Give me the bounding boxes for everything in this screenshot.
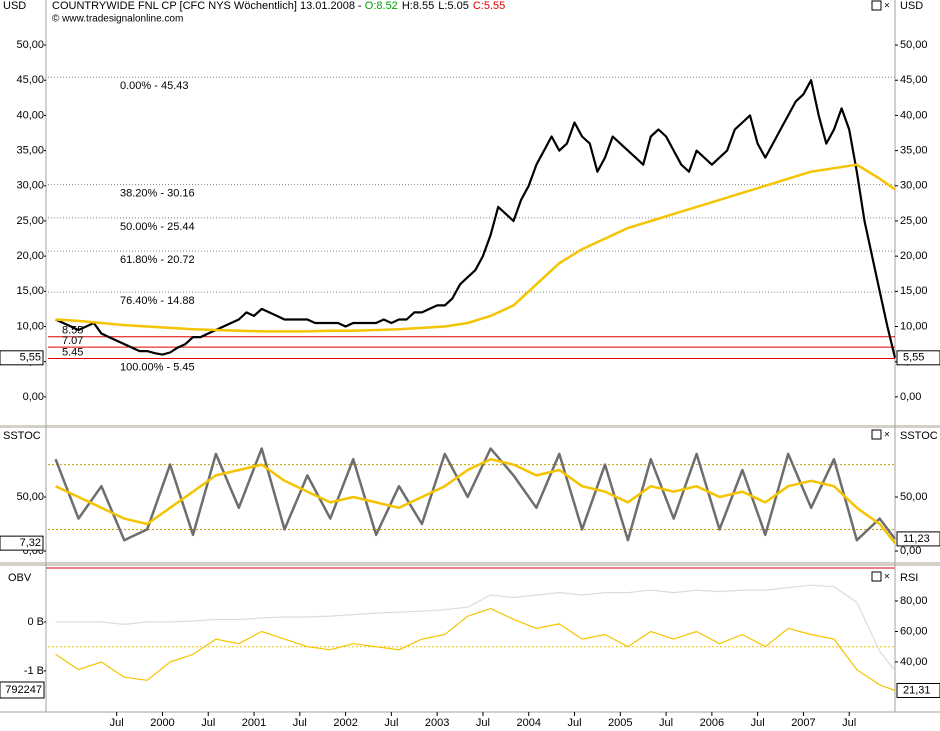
series-line bbox=[55, 584, 896, 672]
y2-tick-label: 60,00 bbox=[900, 625, 928, 637]
level-label: 5.45 bbox=[62, 346, 83, 358]
x-tick-label: 2005 bbox=[608, 717, 632, 729]
y-tick-label: 10,00 bbox=[900, 320, 928, 332]
y-tick-label: 0 B bbox=[27, 616, 44, 628]
value-tag-box bbox=[896, 350, 940, 366]
fib-label: 38.20% - 30.16 bbox=[120, 188, 195, 200]
y-tick-label: 25,00 bbox=[16, 215, 44, 227]
fib-label: 100.00% - 5.45 bbox=[120, 361, 195, 373]
ohlc-value: O:8.52 bbox=[365, 0, 398, 12]
y-axis-label: SSTOC bbox=[900, 430, 938, 442]
separator bbox=[0, 425, 940, 428]
close-button[interactable]: × bbox=[884, 430, 890, 441]
series-line bbox=[55, 608, 896, 692]
x-tick-label: Jul bbox=[384, 717, 398, 729]
y-tick-label: 50,00 bbox=[16, 491, 44, 503]
x-tick-label: Jul bbox=[842, 717, 856, 729]
value-tag-box bbox=[0, 350, 44, 366]
maximize-button[interactable] bbox=[871, 0, 882, 11]
value-tag: 11,23 bbox=[903, 533, 930, 545]
ohlc-value: L:5.05 bbox=[438, 0, 469, 12]
title-name: COUNTRYWIDE FNL CP [CFC NYS Wöchentlich]… bbox=[52, 0, 365, 12]
close-button[interactable]: × bbox=[884, 1, 890, 12]
series-line bbox=[55, 79, 897, 359]
ohlc-value: C:5.55 bbox=[473, 0, 505, 12]
y-tick-label: 50,00 bbox=[16, 39, 44, 51]
y-tick-label: 50,00 bbox=[900, 39, 928, 51]
value-tag: 7,32 bbox=[20, 537, 41, 549]
value-tag: 5,55 bbox=[903, 352, 924, 364]
value-tag-box bbox=[896, 682, 940, 698]
series-line bbox=[55, 163, 896, 333]
y-tick-label: 0,00 bbox=[900, 545, 921, 557]
x-tick-label: 2000 bbox=[150, 717, 174, 729]
level-label: 8.55 bbox=[62, 325, 83, 337]
y2-tick-label: 80,00 bbox=[900, 595, 928, 607]
series-line bbox=[55, 457, 896, 544]
y-tick-label: 25,00 bbox=[900, 215, 928, 227]
y-axis-label: USD bbox=[900, 0, 923, 12]
y2-tick-label: 40,00 bbox=[900, 656, 928, 668]
x-tick-label: 2003 bbox=[425, 717, 449, 729]
y-tick-label: 20,00 bbox=[900, 250, 928, 262]
x-tick-label: 2006 bbox=[700, 717, 724, 729]
fib-label: 61.80% - 20.72 bbox=[120, 254, 195, 266]
y-tick-label: 45,00 bbox=[900, 74, 928, 86]
y-tick-label: 40,00 bbox=[16, 109, 44, 121]
y-axis-label: USD bbox=[3, 0, 26, 12]
level-label: 7.07 bbox=[62, 335, 83, 347]
x-tick-label: 2007 bbox=[791, 717, 815, 729]
separator bbox=[0, 562, 940, 566]
y-tick-label: -1 B bbox=[24, 665, 44, 677]
y-tick-label: 35,00 bbox=[900, 145, 928, 157]
y-tick-label: 30,00 bbox=[900, 180, 928, 192]
value-tag: 5,55 bbox=[20, 352, 41, 364]
fib-label: 76.40% - 14.88 bbox=[120, 295, 195, 307]
y-tick-label: 0,00 bbox=[900, 391, 921, 403]
y-axis-label: OBV bbox=[8, 572, 32, 584]
y-tick-label: 15,00 bbox=[16, 285, 44, 297]
y-tick-label: 50,00 bbox=[900, 491, 928, 503]
x-tick-label: 2004 bbox=[516, 717, 540, 729]
y-tick-label: 20,00 bbox=[16, 250, 44, 262]
x-tick-label: Jul bbox=[659, 717, 673, 729]
obv-tag-box bbox=[0, 681, 45, 699]
x-tick-label: Jul bbox=[293, 717, 307, 729]
y-tick-label: 40,00 bbox=[900, 109, 928, 121]
fib-label: 50.00% - 25.44 bbox=[120, 221, 195, 233]
y-tick-label: 30,00 bbox=[16, 180, 44, 192]
x-tick-label: Jul bbox=[201, 717, 215, 729]
y-axis-label: SSTOC bbox=[3, 430, 41, 442]
close-button[interactable]: × bbox=[884, 572, 890, 583]
x-tick-label: 2001 bbox=[242, 717, 266, 729]
value-tag-box bbox=[0, 535, 44, 551]
chart-title: COUNTRYWIDE FNL CP [CFC NYS Wöchentlich]… bbox=[52, 0, 505, 12]
fib-label: 0.00% - 45.43 bbox=[120, 80, 189, 92]
y-tick-label: 35,00 bbox=[16, 145, 44, 157]
y-tick-label: 45,00 bbox=[16, 74, 44, 86]
series-line bbox=[54, 447, 896, 542]
value-tag-box bbox=[896, 531, 940, 547]
x-tick-label: 2002 bbox=[333, 717, 357, 729]
window-buttons: × × × bbox=[871, 0, 890, 583]
x-tick-label: Jul bbox=[476, 717, 490, 729]
y-tick-label: 15,00 bbox=[900, 285, 928, 297]
subtitle: © www.tradesignalonline.com bbox=[52, 14, 183, 25]
y-tick-label: 10,00 bbox=[16, 320, 44, 332]
value-tag: 21,31 bbox=[903, 684, 931, 696]
y-tick-label: 0,00 bbox=[23, 391, 44, 403]
ohlc-value: H:8.55 bbox=[402, 0, 434, 12]
y2-axis-label: RSI bbox=[900, 572, 918, 584]
maximize-button[interactable] bbox=[871, 571, 882, 582]
maximize-button[interactable] bbox=[871, 429, 882, 440]
obv-tag: 792247 bbox=[5, 684, 42, 696]
x-tick-label: Jul bbox=[567, 717, 581, 729]
x-tick-label: Jul bbox=[110, 717, 124, 729]
x-tick-label: Jul bbox=[751, 717, 765, 729]
